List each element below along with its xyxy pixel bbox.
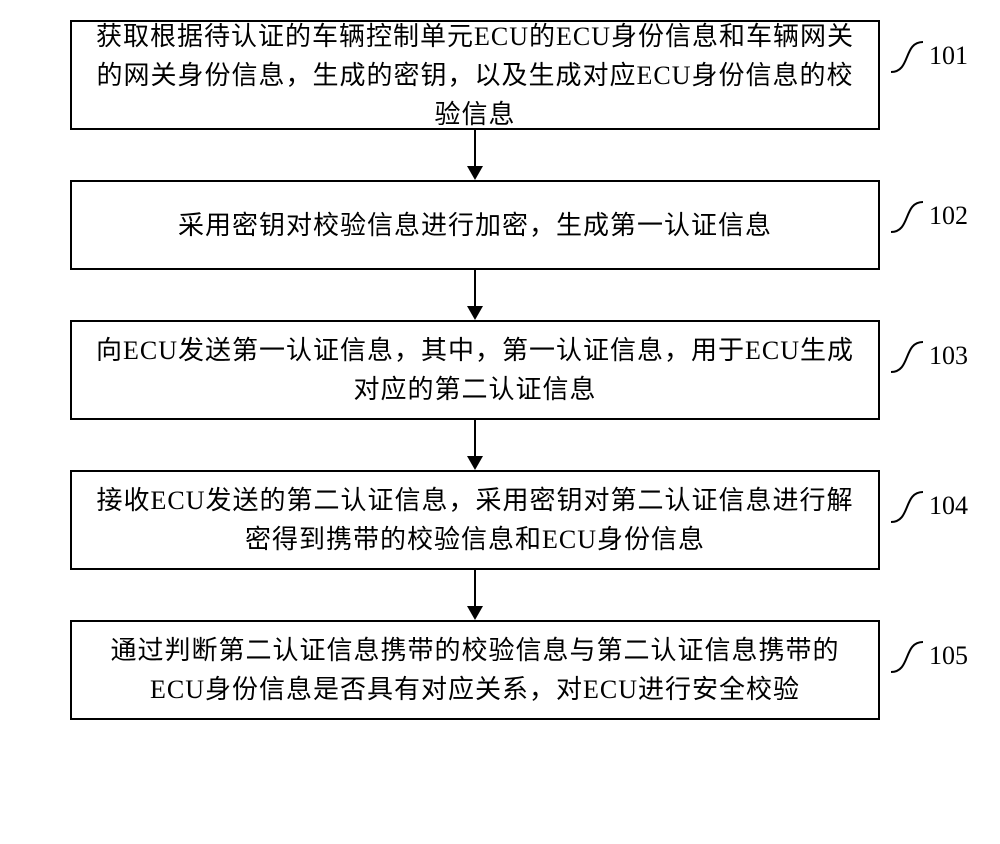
step-label-103: 103 bbox=[889, 338, 968, 374]
flow-step-105: 通过判断第二认证信息携带的校验信息与第二认证信息携带的ECU身份信息是否具有对应… bbox=[70, 620, 880, 720]
step-text: 向ECU发送第一认证信息，其中，第一认证信息，用于ECU生成对应的第二认证信息 bbox=[92, 331, 858, 409]
flowchart-container: 获取根据待认证的车辆控制单元ECU的ECU身份信息和车辆网关的网关身份信息，生成… bbox=[70, 20, 930, 720]
step-text: 接收ECU发送的第二认证信息，采用密钥对第二认证信息进行解密得到携带的校验信息和… bbox=[92, 481, 858, 559]
label-connector bbox=[889, 488, 925, 524]
label-connector bbox=[889, 38, 925, 74]
arrow-down bbox=[455, 130, 495, 180]
arrow-wrap bbox=[70, 270, 880, 320]
label-connector bbox=[889, 338, 925, 374]
flow-step-102: 采用密钥对校验信息进行加密，生成第一认证信息102 bbox=[70, 180, 880, 270]
step-number: 102 bbox=[929, 201, 968, 231]
flow-step-101: 获取根据待认证的车辆控制单元ECU的ECU身份信息和车辆网关的网关身份信息，生成… bbox=[70, 20, 880, 130]
arrow-down bbox=[455, 570, 495, 620]
arrow-wrap bbox=[70, 420, 880, 470]
step-text: 获取根据待认证的车辆控制单元ECU的ECU身份信息和车辆网关的网关身份信息，生成… bbox=[92, 17, 858, 134]
arrow-wrap bbox=[70, 570, 880, 620]
step-number: 101 bbox=[929, 41, 968, 71]
flow-step-103: 向ECU发送第一认证信息，其中，第一认证信息，用于ECU生成对应的第二认证信息1… bbox=[70, 320, 880, 420]
step-label-104: 104 bbox=[889, 488, 968, 524]
flow-step-104: 接收ECU发送的第二认证信息，采用密钥对第二认证信息进行解密得到携带的校验信息和… bbox=[70, 470, 880, 570]
step-number: 104 bbox=[929, 491, 968, 521]
step-label-102: 102 bbox=[889, 198, 968, 234]
step-label-101: 101 bbox=[889, 38, 968, 74]
step-text: 采用密钥对校验信息进行加密，生成第一认证信息 bbox=[178, 206, 772, 245]
step-number: 105 bbox=[929, 641, 968, 671]
arrow-down bbox=[455, 420, 495, 470]
label-connector bbox=[889, 638, 925, 674]
arrow-wrap bbox=[70, 130, 880, 180]
arrow-down bbox=[455, 270, 495, 320]
step-label-105: 105 bbox=[889, 638, 968, 674]
label-connector bbox=[889, 198, 925, 234]
step-number: 103 bbox=[929, 341, 968, 371]
step-text: 通过判断第二认证信息携带的校验信息与第二认证信息携带的ECU身份信息是否具有对应… bbox=[92, 631, 858, 709]
